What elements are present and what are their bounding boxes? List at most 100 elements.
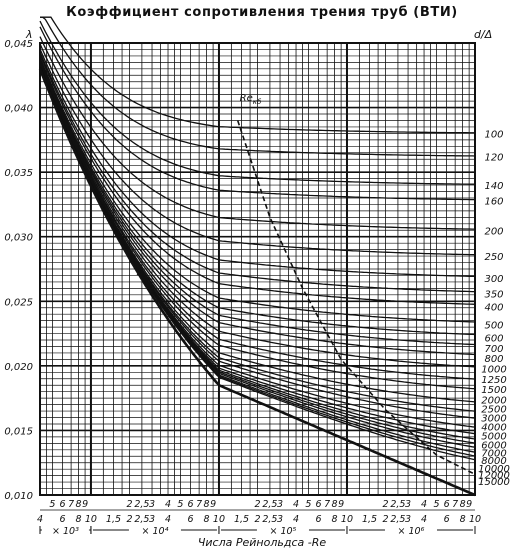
annotation-rekv-main: Re xyxy=(240,93,253,104)
decade-range-label: × 10³ xyxy=(52,526,79,537)
x-tick-label-bottom: 1,5 xyxy=(234,514,249,525)
x-tick-label-bottom: 8 xyxy=(332,514,338,525)
x-tick-label-bottom: 8 xyxy=(460,514,466,525)
series-line xyxy=(39,60,476,346)
x-tick-label-top: 2,5 xyxy=(390,499,405,510)
series-label: 8000 xyxy=(481,456,506,467)
x-tick-label-top: 4 xyxy=(165,499,171,510)
x-tick-label-top: 7 xyxy=(68,499,74,510)
x-tick-label-top: 2 xyxy=(126,499,132,510)
x-tick-label-bottom: 6 xyxy=(60,514,66,525)
series-label: 3000 xyxy=(481,414,506,425)
x-tick-label-bottom: 6 xyxy=(316,514,322,525)
y-tick-label: 0,040 xyxy=(4,104,33,115)
series-label: 800 xyxy=(484,354,503,365)
series-label: 700 xyxy=(484,344,503,355)
annotation-rekv: Reкб xyxy=(240,93,262,106)
decade-range-label: × 10⁶ xyxy=(398,526,425,537)
y-tick-label: 0,020 xyxy=(4,362,33,373)
series-label: 600 xyxy=(484,333,503,344)
x-tick-label-top: 8 xyxy=(76,499,82,510)
series-label: 6000 xyxy=(481,441,506,452)
series-line xyxy=(39,26,475,201)
x-tick-label-bottom: 1,5 xyxy=(106,514,121,525)
series-line xyxy=(39,62,476,368)
boundary-curve-rekv xyxy=(236,120,476,476)
series-label: 500 xyxy=(484,321,503,332)
y-tick-label: 0,010 xyxy=(4,491,33,502)
series-label: 4000 xyxy=(481,423,506,434)
x-tick-label-top: 6 xyxy=(188,499,194,510)
x-tick-label-top: 5 xyxy=(49,499,55,510)
right-axis-label: d/Δ xyxy=(474,28,492,41)
x-tick-label-top: 6 xyxy=(60,499,66,510)
y-tick-label: 0,045 xyxy=(4,39,33,50)
x-tick-label-bottom: 10 xyxy=(213,514,225,525)
x-tick-label-bottom: 10 xyxy=(469,514,481,525)
y-tick-label: 0,030 xyxy=(4,233,33,244)
series-line xyxy=(39,64,476,390)
series-label: 300 xyxy=(484,274,503,285)
y-tick-label: 0,015 xyxy=(4,426,33,437)
x-tick-label-top: 6 xyxy=(316,499,322,510)
x-tick-label-bottom: 2 xyxy=(126,514,132,525)
x-tick-label-bottom: 4 xyxy=(37,514,43,525)
x-tick-label-bottom: 3 xyxy=(277,514,283,525)
series-label: 10000 xyxy=(478,464,510,475)
series-label: 250 xyxy=(484,252,503,263)
y-axis-label: λ xyxy=(25,28,33,41)
x-tick-label-top: 8 xyxy=(332,499,338,510)
series-line xyxy=(39,43,476,256)
x-tick-label-top: 7 xyxy=(452,499,458,510)
series-label: 160 xyxy=(484,197,503,208)
annotation-rekv-sub: кб xyxy=(253,98,262,106)
series-label: 200 xyxy=(484,226,503,237)
x-tick-label-bottom: 3 xyxy=(149,514,155,525)
series-line xyxy=(40,16,475,134)
x-tick-label-top: 9 xyxy=(466,499,472,510)
x-tick-label-bottom: 2,5 xyxy=(390,514,405,525)
x-tick-label-bottom: 6 xyxy=(188,514,194,525)
x-tick-label-top: 7 xyxy=(324,499,330,510)
x-tick-label-top: 8 xyxy=(460,499,466,510)
x-tick-label-top: 4 xyxy=(421,499,427,510)
x-tick-label-bottom: 6 xyxy=(444,514,450,525)
series-label: 1500 xyxy=(481,385,506,396)
x-tick-label-top: 3 xyxy=(405,499,411,510)
curves xyxy=(38,16,476,497)
series-label: 140 xyxy=(484,181,503,192)
x-tick-label-top: 5 xyxy=(305,499,311,510)
series-label: 350 xyxy=(484,290,503,301)
series-label: 400 xyxy=(484,302,503,313)
series-line xyxy=(39,63,476,380)
series-line xyxy=(39,51,475,293)
x-tick-label-top: 2,5 xyxy=(134,499,149,510)
decade-range-label: × 10⁵ xyxy=(270,526,297,537)
x-tick-label-bottom: 4 xyxy=(165,514,171,525)
series-line xyxy=(39,57,476,323)
x-tick-label-top: 2 xyxy=(382,499,388,510)
series-line xyxy=(39,48,476,278)
series-label: 15000 xyxy=(478,477,510,488)
series-label: 2500 xyxy=(481,404,506,415)
smooth-pipe-curve xyxy=(38,68,476,497)
x-tick-label-bottom: 2,5 xyxy=(134,514,149,525)
y-tick-label: 0,035 xyxy=(4,168,33,179)
x-tick-label-bottom: 4 xyxy=(293,514,299,525)
x-tick-label-top: 5 xyxy=(177,499,183,510)
x-tick-label-bottom: 2 xyxy=(254,514,260,525)
series-label: 120 xyxy=(484,153,503,164)
x-tick-label-top: 8 xyxy=(204,499,210,510)
x-tick-label-top: 9 xyxy=(210,499,216,510)
y-tick-label: 0,025 xyxy=(4,297,33,308)
series-line xyxy=(39,36,475,230)
series-line xyxy=(40,16,476,157)
x-tick-label-bottom: 10 xyxy=(341,514,353,525)
x-tick-label-bottom: 10 xyxy=(85,514,97,525)
chart-title: Коэффициент сопротивления трения труб (В… xyxy=(66,5,458,20)
x-tick-label-top: 2,5 xyxy=(262,499,277,510)
series-label: 100 xyxy=(484,129,503,140)
decade-range-label: × 10⁴ xyxy=(142,526,169,537)
series-label: 2000 xyxy=(481,395,506,406)
